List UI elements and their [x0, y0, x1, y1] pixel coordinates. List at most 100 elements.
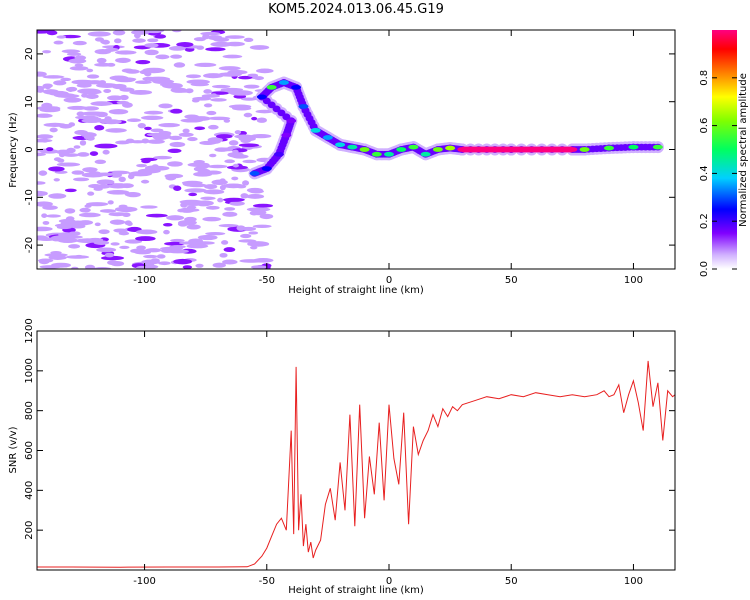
- spectrogram-cell: [89, 151, 99, 156]
- spectrogram-peak: [420, 151, 431, 157]
- spectrogram-cell: [37, 87, 45, 93]
- spectrogram-cell: [185, 88, 194, 94]
- spectrogram-cell: [107, 95, 124, 101]
- spectrogram-peak: [604, 145, 614, 151]
- spectrogram-cell: [158, 103, 173, 109]
- spectrogram-cell: [200, 196, 216, 201]
- spectrogram-cell: [187, 162, 209, 167]
- spectrogram-cell: [37, 190, 48, 197]
- spectrogram-cell: [72, 40, 87, 46]
- spectrogram-cell: [113, 228, 129, 233]
- spectrogram-cell: [243, 37, 254, 43]
- spectrogram-cell: [205, 231, 226, 236]
- spectrogram-cell: [164, 173, 184, 179]
- spectrogram-cell: [247, 73, 259, 78]
- snr-xtick-label: 100: [624, 576, 643, 587]
- spectrogram-cell: [104, 252, 115, 258]
- spectrogram-cell: [59, 124, 73, 129]
- spectrogram-cell: [81, 118, 102, 123]
- spectrogram-cell: [125, 138, 135, 144]
- spectrogram-cell: [169, 135, 183, 141]
- spectrogram-cell: [224, 159, 236, 164]
- spectrogram-cell: [226, 165, 248, 170]
- spectrogram-cell: [145, 248, 162, 253]
- spectrogram-cell: [108, 212, 126, 217]
- spectrogram-cell: [73, 145, 81, 149]
- spectrogram-cell: [136, 245, 146, 250]
- spectrogram-heatmap: [37, 30, 664, 269]
- spectrogram-cell: [96, 179, 115, 185]
- spectrogram-cell: [79, 140, 87, 146]
- spectrogram-cell: [96, 57, 107, 64]
- spectrogram-cell: [140, 115, 164, 121]
- snr-panel: -100 -50 0 50 100 200 400 600 800 1000 1200 Height…: [8, 318, 676, 596]
- spectrogram-cell: [194, 62, 217, 67]
- spectrogram-cell: [184, 216, 197, 222]
- figure-title: KOM5.2024.013.06.45.G19: [268, 2, 444, 17]
- spectrogram-cell: [77, 152, 90, 157]
- spectrogram-cell: [139, 70, 147, 75]
- snr-xtick-label: 50: [505, 576, 518, 587]
- spectrogram-cell: [180, 118, 204, 123]
- spectrogram-cell: [107, 260, 119, 266]
- spectrogram-cell: [255, 68, 274, 74]
- spectrogram-cell: [74, 130, 88, 135]
- spectrogram-cell: [173, 62, 186, 68]
- spectrogram-cell: [232, 163, 239, 168]
- spectrogram-cell: [53, 178, 60, 182]
- spectrogram-cell: [246, 207, 271, 212]
- spectrogram-cell: [42, 50, 52, 54]
- spectrogram-cell: [37, 106, 61, 111]
- spectrogram-cell: [74, 63, 84, 67]
- spectrogram-cell: [126, 118, 142, 123]
- spectrogram-cell: [223, 247, 236, 253]
- snr-ytick-label: 600: [24, 441, 35, 460]
- spectrogram-cell: [126, 221, 133, 227]
- spectrogram-cell: [38, 170, 48, 176]
- spectrogram-cell: [71, 266, 79, 269]
- spectrogram-cell: [255, 109, 274, 114]
- colorbar-ticks: 0.0 0.2 0.4 0.6 0.8: [699, 70, 737, 277]
- spectrogram-cell: [125, 191, 141, 198]
- spectrogram-peak: [579, 147, 590, 152]
- spectrogram-cell: [41, 138, 49, 143]
- spectrogram-cell: [126, 78, 134, 83]
- spectrogram-cell: [74, 55, 87, 61]
- spectrogram-cell: [234, 134, 254, 139]
- spectrogram-peak: [628, 144, 639, 150]
- spectrogram-cell: [247, 241, 270, 247]
- spectrogram-peak: [281, 132, 292, 138]
- spectrogram-cell: [143, 254, 158, 259]
- spectrogram-cell: [224, 35, 245, 39]
- snr-xlabel: Height of straight line (km): [288, 585, 424, 596]
- spectrogram-cell: [218, 223, 239, 228]
- spectrogram-cell: [182, 201, 204, 207]
- colorbar: 0.0 0.2 0.4 0.6 0.8 Normalized spectral ampl…: [699, 30, 749, 277]
- spectrogram-cell: [219, 252, 228, 258]
- spectrogram-cell: [228, 140, 239, 146]
- snr-ticks: -100 -50 0 50 100 200 400 600 800 1000 1200: [24, 318, 675, 587]
- spectrogram-cell: [67, 105, 88, 110]
- spectrogram-cell: [37, 152, 46, 157]
- spectrogram-cell: [232, 149, 239, 154]
- spectrogram-cell: [234, 130, 242, 135]
- colorbar-tick-label: 0.6: [699, 118, 710, 134]
- spectrogram-cell: [109, 75, 129, 81]
- spectrogram-cell: [70, 224, 86, 229]
- spectrogram-cell: [246, 187, 263, 193]
- spectrogram-cell: [46, 30, 58, 36]
- spectrogram-cell: [170, 238, 185, 243]
- spectrogram-cell: [141, 158, 151, 164]
- spectrogram-cell: [229, 201, 245, 206]
- spectrogram-cell: [96, 247, 117, 253]
- spectrogram-cell: [144, 43, 159, 48]
- spectrogram-cell: [169, 141, 186, 148]
- spectrogram-cell: [238, 75, 253, 80]
- spectrogram-cell: [119, 94, 129, 101]
- spectrogram-cell: [242, 180, 250, 186]
- spectrogram-cell: [75, 115, 99, 120]
- spectrogram-cell: [182, 265, 193, 269]
- spectrogram-cell: [53, 80, 67, 86]
- spectrogram-cell: [158, 261, 171, 266]
- spectrogram-cell: [170, 87, 187, 93]
